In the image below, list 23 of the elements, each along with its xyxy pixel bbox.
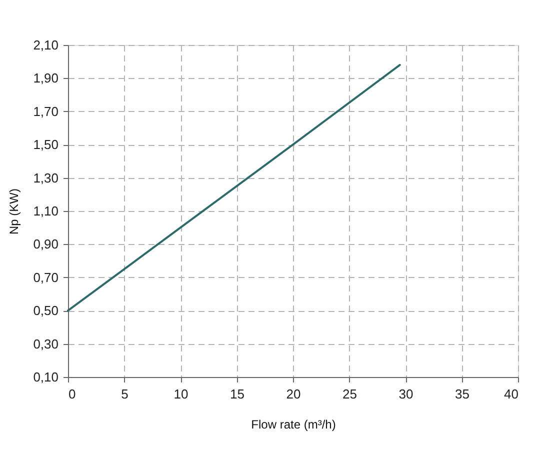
x-tick-label: 15 xyxy=(230,386,244,402)
x-tick-label: 40 xyxy=(504,386,518,402)
line-series xyxy=(67,64,401,312)
y-tick-label: 1,30 xyxy=(33,170,58,186)
x-tick-label: 10 xyxy=(174,386,188,402)
y-axis-title: Np (KW) xyxy=(7,188,22,234)
y-tick-label: 0,50 xyxy=(33,303,58,318)
y-tick-label: 0,10 xyxy=(33,370,58,384)
x-tick-label: 30 xyxy=(398,386,414,402)
y-tick-label: 0,70 xyxy=(33,270,58,285)
x-axis-title: Flow rate (m³/h) xyxy=(251,418,336,432)
y-tick-label: 1,10 xyxy=(33,204,58,218)
y-tick-label: 1,90 xyxy=(33,70,58,86)
x-tick-label: 0 xyxy=(68,386,76,402)
y-tick-label: 1,70 xyxy=(33,104,58,119)
x-tick-label: 5 xyxy=(121,386,128,402)
y-tick-label: 0,30 xyxy=(33,336,58,352)
y-tick-label: 0,90 xyxy=(33,236,58,252)
x-tick-label: 35 xyxy=(455,386,470,402)
y-tick-label: 2,10 xyxy=(33,38,58,52)
y-tick-label: 1,50 xyxy=(33,137,58,152)
x-tick-label: 20 xyxy=(286,386,301,402)
x-tick-label: 25 xyxy=(342,386,357,402)
